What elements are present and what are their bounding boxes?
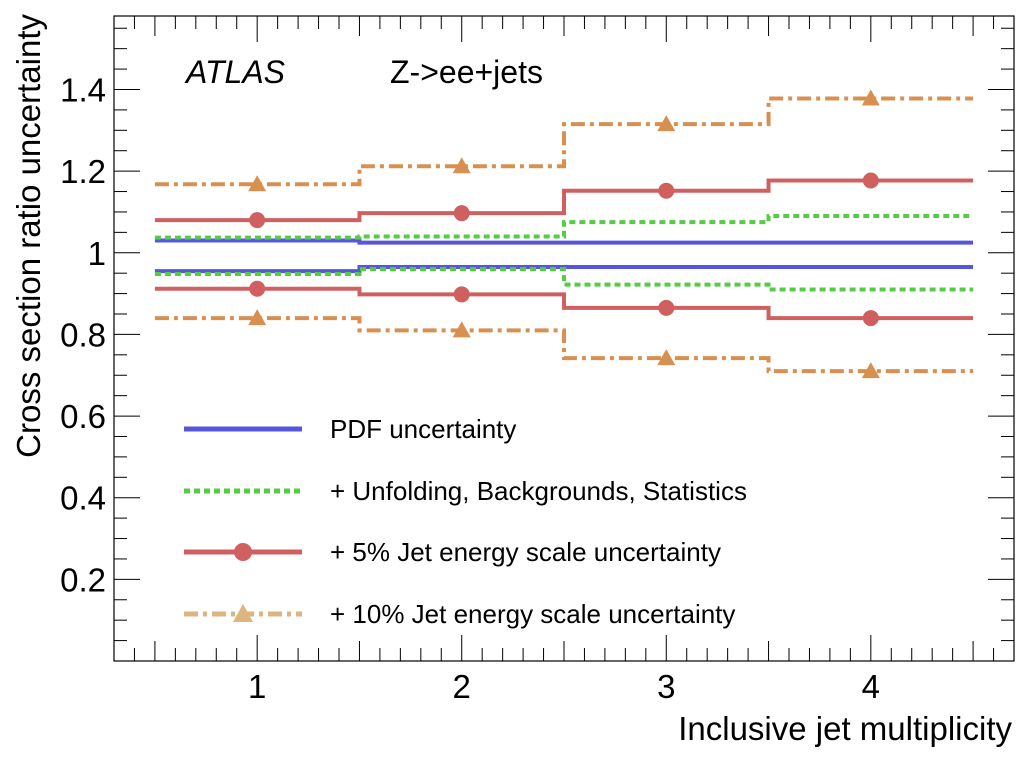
x-tick-label: 2 xyxy=(453,668,471,705)
series-group xyxy=(154,89,974,379)
triangle-marker xyxy=(861,362,880,379)
y-tick-labels: 0.2 0.4 0.6 0.8 1 1.2 1.4 xyxy=(60,71,106,598)
legend-circle-marker xyxy=(234,543,252,561)
lower-step-line xyxy=(154,286,974,321)
upper-step-line xyxy=(154,238,974,245)
process-label: Z->ee+jets xyxy=(390,54,543,90)
legend-label: PDF uncertainty xyxy=(330,414,516,444)
y-tick-label: 0.8 xyxy=(60,316,106,353)
circle-marker xyxy=(862,310,879,327)
triangle-marker xyxy=(248,175,267,192)
atlas-label: ATLAS xyxy=(184,54,285,90)
circle-marker xyxy=(658,182,675,199)
y-axis-label: Cross section ratio uncertainty xyxy=(10,14,47,458)
series-layer xyxy=(154,89,974,379)
x-tick-label: 3 xyxy=(657,668,675,705)
legend-label: + 5% Jet energy scale uncertainty xyxy=(330,537,721,567)
y-tick-label: 1.4 xyxy=(60,71,106,108)
legend-triangle-marker xyxy=(233,604,253,622)
triangle-marker xyxy=(452,321,471,338)
legend: PDF uncertainty + Unfolding, Backgrounds,… xyxy=(184,414,747,629)
y-tick-label: 1 xyxy=(88,235,106,272)
y-tick-label: 1.2 xyxy=(60,153,106,190)
axis-ticks xyxy=(113,16,1015,661)
y-tick-label: 0.4 xyxy=(60,480,106,517)
upper-step-line xyxy=(154,178,974,223)
triangle-marker xyxy=(452,157,471,174)
triangle-marker xyxy=(657,115,676,132)
triangle-marker xyxy=(248,309,267,326)
y-tick-label: 0.2 xyxy=(60,561,106,598)
legend-label: + Unfolding, Backgrounds, Statistics xyxy=(330,476,747,506)
x-axis-label: Inclusive jet multiplicity xyxy=(678,710,1012,747)
lower-step-line xyxy=(154,267,974,292)
triangle-marker xyxy=(861,89,880,106)
x-tick-label: 4 xyxy=(862,668,880,705)
x-tick-labels: 1 2 3 4 xyxy=(248,668,880,705)
circle-marker xyxy=(453,286,470,303)
circle-marker xyxy=(862,172,879,189)
circle-marker xyxy=(658,299,675,316)
upper-step-line xyxy=(154,96,974,187)
circle-marker xyxy=(249,280,266,297)
circle-marker xyxy=(249,212,266,229)
circle-marker xyxy=(453,205,470,222)
series-group xyxy=(154,238,974,274)
x-tick-label: 1 xyxy=(248,668,266,705)
lower-step-line xyxy=(154,316,974,374)
lower-step-line xyxy=(154,265,974,274)
series-group xyxy=(154,172,974,327)
triangle-marker xyxy=(657,349,676,366)
legend-label: + 10% Jet energy scale uncertainty xyxy=(330,599,735,629)
series-group xyxy=(154,214,974,292)
y-tick-label: 0.6 xyxy=(60,398,106,435)
upper-step-line xyxy=(154,214,974,240)
